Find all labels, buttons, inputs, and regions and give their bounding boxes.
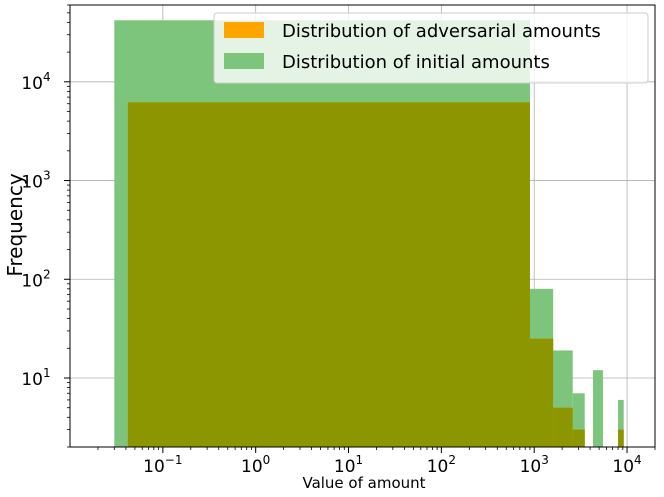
x-tick-label: 101 (334, 453, 363, 477)
overlap-bar (618, 429, 624, 447)
legend-box (213, 12, 649, 84)
plot-frame (69, 4, 656, 448)
legend-label-adversarial: Distribution of adversarial amounts (282, 21, 601, 42)
overlap-bars (127, 102, 624, 448)
y-tick-label: 102 (21, 267, 50, 291)
x-tick-label: 100 (241, 453, 270, 477)
x-tick-label: 104 (612, 453, 641, 477)
initial-amount-bar (572, 393, 585, 447)
y-tick-label: 103 (21, 169, 50, 193)
x-axis-ticks: 10−1 100 101 102 103 104 (97, 447, 656, 477)
y-tick-label: 101 (21, 366, 50, 390)
initial-amount-bar (618, 399, 624, 447)
legend-swatch-initial (224, 53, 264, 69)
overlap-bar (127, 102, 530, 448)
initial-amount-bar (593, 370, 603, 447)
x-tick-label: 103 (520, 453, 549, 477)
overlap-bar (529, 338, 554, 447)
legend-swatch-adversarial (224, 22, 264, 38)
legend-label-initial: Distribution of initial amounts (282, 52, 550, 73)
overlap-bar (553, 407, 573, 447)
y-axis-label: Frequency (3, 173, 27, 276)
y-axis-ticks: 101 102 103 104 (21, 4, 70, 448)
x-tick-label: 10−1 (143, 453, 182, 477)
x-tick-label: 102 (427, 453, 456, 477)
overlap-bar (572, 429, 585, 447)
y-tick-label: 104 (21, 70, 50, 94)
legend: Distribution of adversarial amounts Dist… (213, 12, 649, 84)
x-axis-label: Value of amount (302, 474, 425, 492)
